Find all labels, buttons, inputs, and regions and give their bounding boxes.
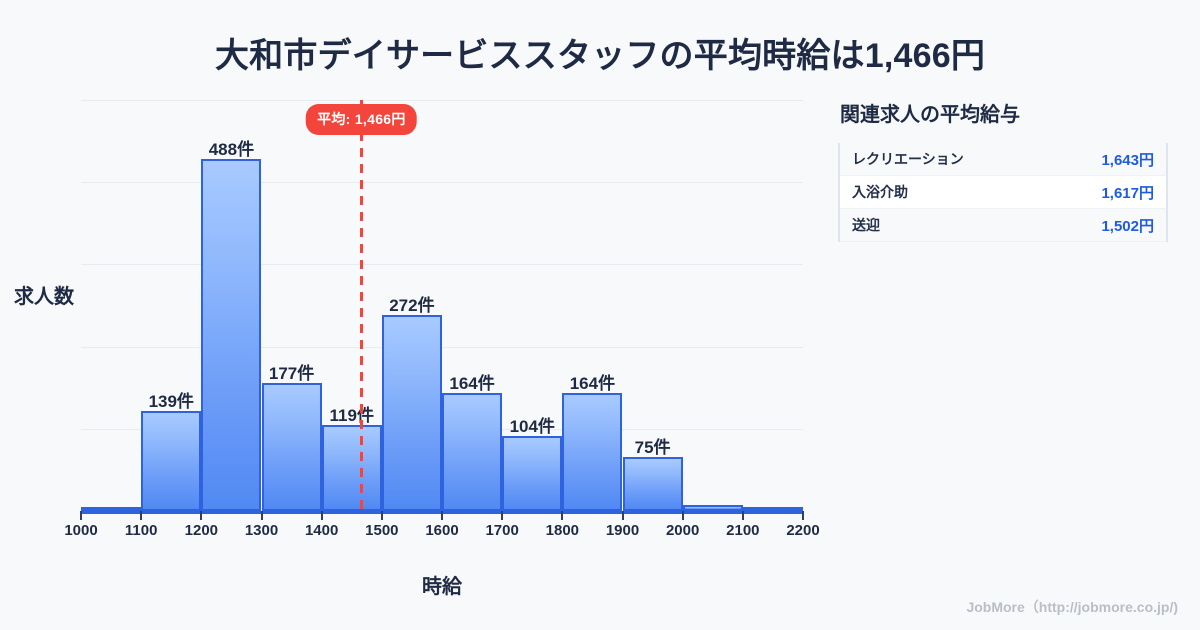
table-row[interactable]: レクリエーション 1,643円 bbox=[840, 143, 1166, 176]
bar-value-label: 164件 bbox=[569, 373, 616, 393]
bar-value-label: 139件 bbox=[148, 391, 194, 411]
table-row-label: 入浴介助 bbox=[852, 184, 908, 200]
bar[interactable] bbox=[742, 507, 803, 511]
bar-value-label: 119件 bbox=[329, 406, 374, 426]
bar-value-label: 177件 bbox=[268, 364, 315, 384]
table-row[interactable]: 入浴介助 1,617円 bbox=[840, 176, 1166, 209]
x-axis-tick bbox=[802, 511, 804, 520]
related-jobs-title: 関連求人の平均給与 bbox=[840, 104, 1020, 126]
bar-value-label: 104件 bbox=[509, 417, 555, 436]
average-line bbox=[360, 100, 364, 514]
page-title: 大和市デイサービススタッフの平均時給は1,466円 bbox=[214, 37, 986, 75]
bar-value-label: 164件 bbox=[449, 373, 495, 393]
x-axis-tick-label: 1200 bbox=[184, 522, 219, 539]
bar[interactable] bbox=[81, 507, 142, 511]
x-axis-tick-label: 2100 bbox=[726, 522, 760, 539]
bar-value-label: 488件 bbox=[208, 140, 255, 160]
table-row-label: レクリエーション bbox=[852, 151, 964, 167]
x-axis-tick-label: 1300 bbox=[244, 522, 279, 539]
gridline bbox=[81, 264, 803, 265]
bar[interactable] bbox=[502, 436, 563, 511]
table-row-value: 1,617円 bbox=[1101, 184, 1154, 202]
x-axis-tick bbox=[140, 511, 143, 520]
average-badge: 平均: 1,466円 bbox=[306, 104, 417, 135]
bar[interactable] bbox=[321, 425, 382, 511]
x-axis-tick bbox=[741, 511, 744, 520]
gridline bbox=[81, 182, 803, 183]
x-axis-tick bbox=[621, 511, 624, 520]
related-jobs-panel: 関連求人の平均給与 レクリエーション 1,643円入浴介助 1,617円送迎 1,50… bbox=[838, 98, 1168, 242]
x-axis-tick-label: 2000 bbox=[665, 522, 700, 539]
bar[interactable] bbox=[201, 159, 262, 511]
x-axis-tick bbox=[260, 511, 263, 520]
bar[interactable] bbox=[141, 410, 202, 511]
plot-area bbox=[81, 100, 803, 514]
table-row-value: 1,643円 bbox=[1101, 151, 1154, 169]
x-axis-tick bbox=[561, 511, 564, 520]
x-axis-tick-label: 1700 bbox=[485, 522, 519, 539]
table-row-label: 送迎 bbox=[852, 217, 880, 233]
x-axis-tick bbox=[681, 511, 684, 520]
bar[interactable] bbox=[261, 383, 322, 511]
x-axis-tick bbox=[80, 511, 82, 520]
x-axis-tick-label: 1600 bbox=[425, 522, 459, 539]
x-axis-tick bbox=[441, 511, 443, 520]
y-axis-title: 求人数 bbox=[14, 286, 74, 308]
x-axis-tick bbox=[320, 511, 323, 520]
x-axis-title: 時給 bbox=[422, 576, 462, 598]
x-axis-tick bbox=[380, 511, 383, 520]
x-axis-tick-label: 2200 bbox=[786, 522, 820, 539]
related-jobs-table: レクリエーション 1,643円入浴介助 1,617円送迎 1,502円 bbox=[838, 143, 1168, 242]
table-row-value: 1,502円 bbox=[1101, 217, 1154, 235]
bar-value-label: 272件 bbox=[389, 295, 435, 315]
x-axis-tick-label: 1500 bbox=[365, 522, 399, 539]
bar[interactable] bbox=[682, 505, 743, 511]
gridline bbox=[81, 347, 803, 348]
x-axis-tick-label: 1400 bbox=[304, 522, 339, 539]
bar[interactable] bbox=[381, 314, 442, 511]
bar[interactable] bbox=[442, 392, 503, 511]
x-axis-tick bbox=[501, 511, 504, 520]
bar[interactable] bbox=[562, 392, 623, 511]
gridline bbox=[81, 100, 803, 101]
watermark: JobMore（http://jobmore.co.jp/) bbox=[966, 599, 1178, 615]
x-axis-tick-label: 1900 bbox=[605, 522, 640, 539]
x-axis-tick-label: 1000 bbox=[64, 522, 98, 539]
x-axis-tick-label: 1100 bbox=[124, 522, 158, 539]
table-row[interactable]: 送迎 1,502円 bbox=[840, 209, 1166, 242]
x-axis-tick-label: 1800 bbox=[545, 522, 580, 539]
histogram-chart: 139件 488件 177件 119件 272件 164件 104件 164件 75件 1000 1… bbox=[14, 100, 820, 598]
bar-value-label: 75件 bbox=[634, 437, 671, 457]
bar[interactable] bbox=[622, 456, 683, 511]
x-axis-tick bbox=[200, 511, 203, 520]
